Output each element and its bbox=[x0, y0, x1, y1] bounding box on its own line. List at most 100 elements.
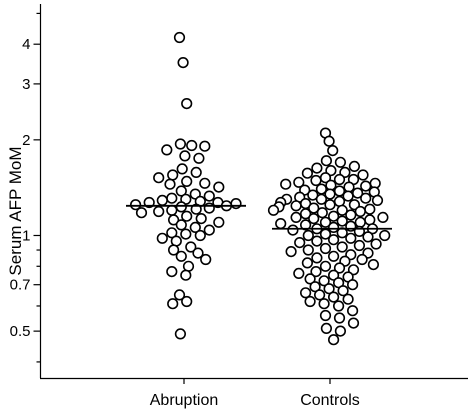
data-point bbox=[333, 173, 346, 186]
data-point bbox=[166, 266, 178, 278]
data-point bbox=[230, 198, 242, 210]
data-point bbox=[342, 190, 354, 202]
data-point bbox=[167, 169, 179, 181]
data-point bbox=[324, 188, 336, 200]
data-point bbox=[308, 213, 320, 225]
data-point bbox=[337, 285, 349, 297]
plot-area bbox=[126, 31, 392, 346]
data-point bbox=[336, 241, 348, 253]
data-point bbox=[213, 181, 225, 193]
data-point bbox=[189, 221, 201, 233]
data-point bbox=[327, 145, 339, 157]
data-point bbox=[356, 253, 368, 266]
data-point bbox=[181, 175, 193, 187]
data-point bbox=[156, 232, 168, 244]
data-point bbox=[307, 189, 319, 201]
data-point bbox=[293, 176, 305, 188]
data-point bbox=[175, 185, 187, 197]
y-tick-label: 0.5 bbox=[10, 323, 31, 340]
data-point bbox=[193, 152, 205, 164]
data-point bbox=[176, 163, 188, 175]
data-point bbox=[379, 229, 391, 242]
data-point bbox=[181, 97, 193, 110]
y-ticks: 0.5 0.7 1 2 3 4 bbox=[10, 12, 41, 363]
data-point bbox=[199, 177, 211, 189]
data-point bbox=[333, 312, 346, 324]
data-point bbox=[161, 144, 173, 156]
data-point bbox=[173, 289, 186, 301]
data-point bbox=[353, 239, 366, 252]
data-point bbox=[267, 204, 280, 216]
data-point bbox=[192, 247, 204, 259]
data-point bbox=[300, 287, 312, 299]
data-point bbox=[167, 298, 179, 310]
data-point bbox=[333, 262, 346, 274]
data-point bbox=[370, 238, 382, 250]
data-point bbox=[190, 203, 202, 215]
data-point bbox=[285, 246, 297, 258]
data-point bbox=[316, 207, 328, 219]
data-point bbox=[175, 219, 187, 231]
data-point bbox=[336, 204, 348, 216]
data-point bbox=[199, 140, 211, 152]
data-point bbox=[275, 218, 287, 230]
data-point bbox=[319, 260, 332, 272]
data-point bbox=[309, 281, 321, 293]
x-axis: Abruption Controls bbox=[40, 377, 468, 409]
data-point bbox=[166, 227, 178, 239]
data-point bbox=[156, 194, 168, 206]
y-tick-label: 0.7 bbox=[10, 277, 31, 294]
data-point bbox=[168, 244, 180, 256]
data-point bbox=[186, 139, 198, 152]
data-point bbox=[179, 150, 191, 162]
data-point bbox=[174, 328, 186, 340]
data-point bbox=[319, 216, 332, 228]
data-point bbox=[310, 266, 322, 278]
data-point bbox=[181, 210, 193, 222]
data-point bbox=[342, 293, 354, 305]
data-point bbox=[143, 196, 155, 209]
data-point bbox=[328, 210, 340, 222]
data-point bbox=[347, 264, 360, 276]
data-point bbox=[280, 178, 292, 190]
data-point bbox=[360, 192, 372, 204]
data-point bbox=[174, 138, 186, 150]
data-point bbox=[290, 200, 302, 212]
y-axis-label: Serum AFP MoM bbox=[6, 146, 25, 275]
data-point bbox=[290, 211, 302, 223]
data-point bbox=[343, 181, 355, 193]
data-point bbox=[308, 202, 320, 214]
data-point bbox=[304, 273, 316, 285]
data-point bbox=[135, 207, 148, 219]
data-point bbox=[175, 201, 187, 213]
data-point bbox=[347, 317, 360, 329]
data-point bbox=[315, 193, 328, 205]
data-point bbox=[200, 253, 212, 266]
data-point bbox=[336, 215, 348, 227]
data-point bbox=[153, 205, 165, 218]
data-point bbox=[328, 291, 340, 303]
data-point bbox=[213, 216, 225, 228]
data-point bbox=[310, 174, 322, 187]
data-point bbox=[287, 224, 299, 236]
data-point bbox=[180, 269, 192, 281]
data-point bbox=[180, 228, 192, 240]
y-tick-label: 1 bbox=[22, 227, 30, 244]
data-point bbox=[319, 242, 332, 255]
data-point bbox=[319, 309, 332, 322]
y-tick-label: 2 bbox=[22, 132, 30, 149]
data-point bbox=[203, 190, 215, 202]
data-point bbox=[348, 199, 361, 211]
y-tick-label: 4 bbox=[22, 36, 30, 53]
data-point bbox=[300, 219, 312, 231]
data-point bbox=[173, 31, 186, 44]
data-point bbox=[190, 166, 202, 178]
data-point bbox=[153, 172, 165, 184]
data-point bbox=[300, 208, 312, 220]
data-point bbox=[354, 205, 366, 218]
data-point bbox=[164, 178, 176, 190]
x-ticks: Abruption Controls bbox=[150, 378, 360, 409]
data-point bbox=[345, 209, 357, 221]
data-point bbox=[318, 298, 330, 310]
data-point bbox=[328, 250, 340, 262]
